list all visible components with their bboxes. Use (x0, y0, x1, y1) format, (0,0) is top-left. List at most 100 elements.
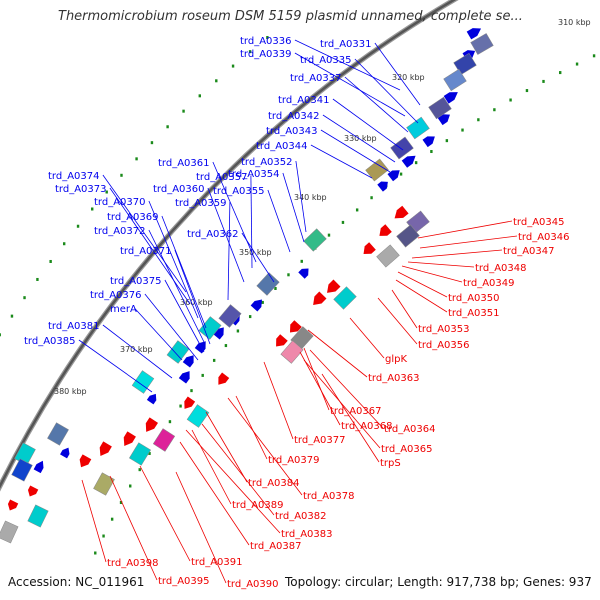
reverse-gene-label: trd_A0387 (250, 541, 302, 552)
reverse-gene-arrow (99, 441, 112, 457)
reverse-gene-arrow (123, 431, 136, 446)
gc-ring-inner-dot (10, 314, 14, 318)
kbp-tick-label: 310 kbp (558, 18, 591, 27)
gc-ring-outer-dot (248, 315, 252, 319)
gc-ring-outer-dot (300, 259, 303, 263)
forward-gene-arrow (437, 114, 450, 126)
reverse-gene-label: trd_A0346 (518, 232, 570, 243)
reverse-gene-arrow (27, 485, 39, 497)
forward-gene-leader (161, 215, 207, 329)
reverse-gene-arrow (363, 242, 376, 254)
kbp-tick-label: 330 kbp (344, 134, 377, 143)
reverse-gene-leader (303, 347, 330, 411)
gc-ring-outer-dot (129, 484, 132, 488)
forward-gene-leader (212, 161, 257, 263)
forward-gene-leader (102, 174, 187, 293)
reverse-gene-label: trd_A0356 (418, 340, 470, 351)
reverse-gene-leader (395, 279, 448, 313)
reverse-gene-label: trd_A0383 (281, 529, 333, 540)
reverse-gene-leader (419, 235, 518, 249)
reverse-gene-label: glpK (385, 354, 407, 365)
reverse-gene-label: trd_A0353 (418, 324, 470, 335)
forward-gene-label: trd_A0362 (187, 229, 239, 240)
gc-ring-inner-dot (198, 94, 201, 98)
forward-gene-arrow (33, 460, 44, 474)
reverse-gene-box (280, 340, 304, 364)
kbp-tick-label: 380 kbp (54, 387, 87, 396)
forward-gene-label: trd_A0385 (24, 336, 76, 347)
map-title: Thermomicrobium roseum DSM 5159 plasmid … (58, 9, 523, 24)
reverse-gene-leader (185, 429, 281, 534)
reverse-gene-label: trd_A0347 (503, 246, 555, 257)
gc-ring-outer-dot (287, 273, 290, 277)
gc-ring-outer-dot (341, 220, 345, 224)
forward-gene-box (443, 68, 467, 92)
forward-gene-leader (282, 172, 305, 243)
forward-gene-arrow (194, 341, 206, 354)
forward-gene-leader (174, 249, 211, 345)
reverse-gene-box (333, 286, 357, 310)
forward-gene-label: trd_A0359 (175, 198, 227, 209)
forward-gene-leader (102, 324, 173, 379)
reverse-gene-leader (109, 475, 158, 581)
reverse-gene-leader (407, 261, 475, 268)
forward-gene-box (470, 33, 494, 55)
reverse-gene-label: trd_A0395 (158, 576, 210, 587)
reverse-gene-label: trd_A0389 (232, 500, 284, 511)
reverse-gene-label: trpS (380, 458, 401, 469)
forward-gene-box (428, 96, 452, 120)
gc-ring-inner-dot (36, 277, 39, 281)
forward-gene-label: trd_A0355 (213, 186, 265, 197)
gc-ring-inner-dot (266, 36, 269, 40)
reverse-gene-arrow (327, 279, 341, 293)
forward-gene-box (47, 422, 69, 446)
reverse-gene-leader (227, 397, 303, 496)
forward-gene-label: trd_A0376 (90, 290, 142, 301)
forward-gene-arrow (387, 170, 400, 182)
gc-ring-outer-dot (477, 118, 480, 122)
forward-gene-label: trd_A0331 (320, 39, 372, 50)
forward-gene-label: trd_A0372 (94, 226, 146, 237)
topology-label: Topology: circular; Length: 917,738 bp; … (285, 575, 592, 589)
forward-gene-box (218, 304, 242, 328)
forward-gene-leader (148, 200, 199, 319)
gc-ring-inner-dot (105, 190, 108, 194)
reverse-gene-arrow (79, 454, 92, 468)
reverse-gene-leader (417, 220, 513, 239)
forward-gene-leader (320, 129, 391, 173)
forward-gene-label: trd_A0357 (196, 172, 248, 183)
gc-ring-outer-dot (94, 551, 97, 555)
forward-gene-label: trd_A0344 (256, 141, 308, 152)
reverse-gene-label: trd_A0351 (448, 308, 500, 319)
forward-gene-label: trd_A0343 (266, 126, 318, 137)
gc-ring-outer-dot (445, 139, 449, 143)
gc-ring-inner-dot (91, 207, 94, 211)
reverse-gene-leader (81, 479, 107, 563)
accession-label: Accession: NC_011961 (8, 575, 145, 589)
forward-gene-arrow (250, 299, 262, 312)
reverse-gene-leader (191, 429, 232, 505)
forward-gene-label: trd_A0361 (158, 158, 210, 169)
gc-ring-outer-dot (201, 373, 204, 377)
reverse-gene-arrow (184, 396, 196, 409)
gc-ring-outer-dot (327, 233, 331, 237)
gc-ring-inner-dot (166, 125, 169, 129)
forward-gene-leader (78, 339, 153, 393)
reverse-gene-leader (309, 349, 384, 429)
reverse-gene-box (152, 428, 176, 452)
forward-gene-leader (144, 293, 199, 361)
reverse-gene-label: trd_A0384 (248, 478, 300, 489)
kbp-tick-label: 350 kbp (239, 248, 272, 257)
gc-ring-outer-dot (559, 71, 562, 75)
forward-gene-arrow (298, 268, 309, 279)
gc-ring-outer-dot (190, 389, 193, 393)
gc-ring-inner-dot (182, 109, 185, 113)
gc-ring-outer-dot (261, 300, 264, 304)
reverse-gene-label: trd_A0382 (275, 511, 327, 522)
forward-gene-leader (310, 144, 373, 179)
forward-gene-box (256, 272, 280, 296)
forward-gene-leader (148, 229, 205, 343)
forward-gene-arrow (443, 92, 458, 104)
gc-ring-inner-dot (76, 224, 80, 228)
forward-gene-arrow (212, 327, 224, 340)
